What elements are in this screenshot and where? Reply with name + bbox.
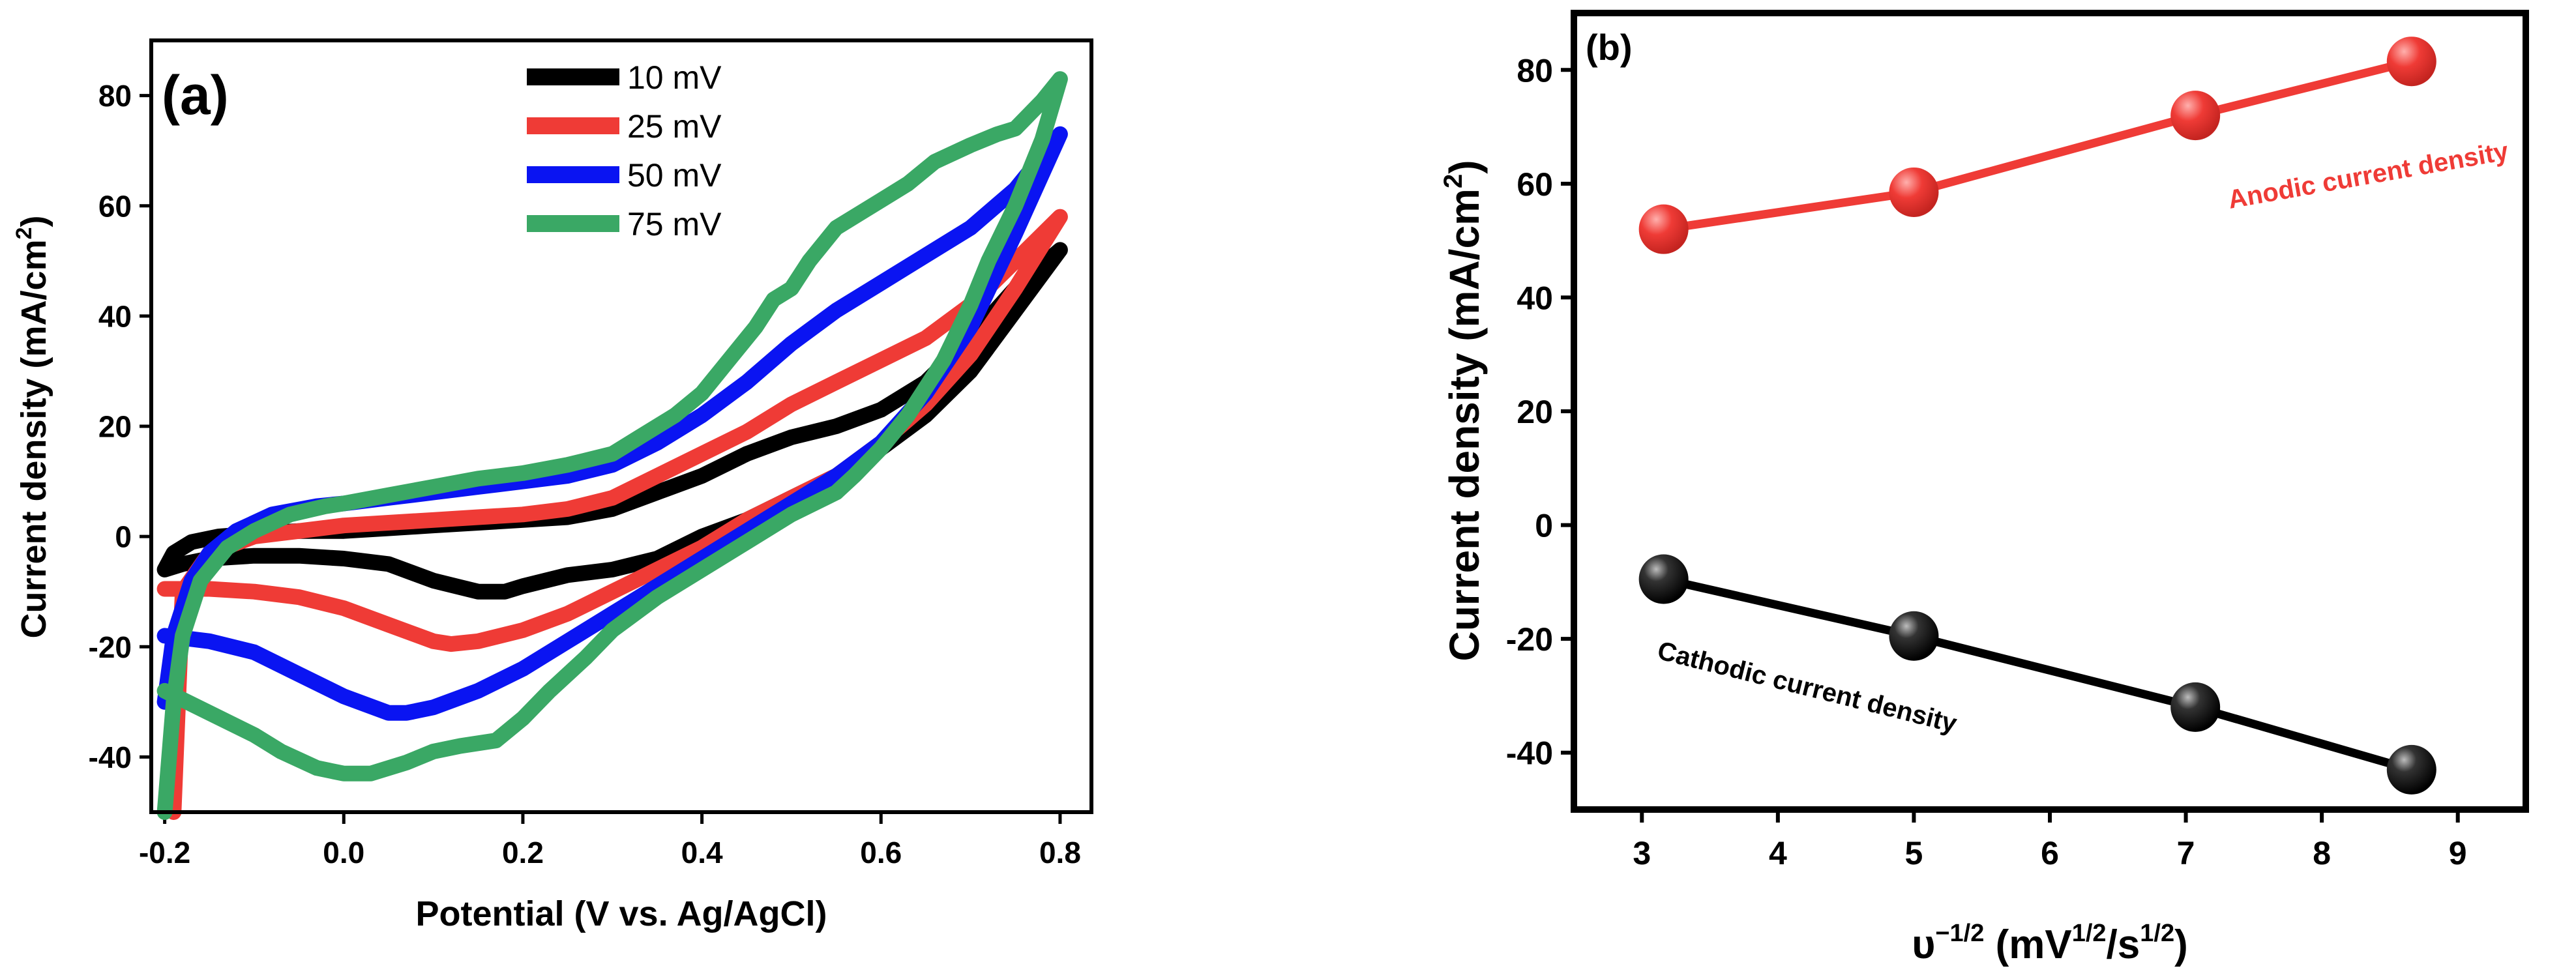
- panel-a-y-axis-title-main: Current density (mA/cm: [14, 239, 53, 638]
- panel-a-series: [156, 71, 1068, 820]
- cv-curve-25-mv: [156, 209, 1068, 820]
- panel-b-y-axis-title-main: Current density (mA/cm: [1441, 188, 1488, 661]
- fit-line-anodic: [1663, 57, 2413, 234]
- panel-b-x-tick-label: 4: [1769, 835, 1787, 871]
- cathodic-point: [1638, 554, 1689, 604]
- panel-b-y-tick-label: 40: [1517, 280, 1553, 316]
- panel-a-y-tick-label: -40: [89, 740, 132, 774]
- panel-b-series: [1638, 37, 2436, 795]
- panel-a-ticks: -0.2 0.0 0.2 0.4 0.6 0.8 -40 -20 0 20 40 60 80: [89, 79, 1081, 869]
- panel-b-y-axis-title-sup: 2: [1439, 174, 1468, 188]
- anodic-point: [2170, 91, 2221, 141]
- cv-curve-10-mv: [156, 242, 1068, 600]
- panel-a-y-tick-label: 20: [98, 410, 132, 444]
- cathodic-point: [2386, 744, 2436, 795]
- panel-b-label: (b): [1586, 27, 1633, 68]
- panel-a-x-tick-label: 0.0: [323, 836, 364, 869]
- panel-b-y-tick-label: 80: [1517, 52, 1553, 89]
- cathodic-point: [1889, 611, 1939, 661]
- panel-b-x-axis-title-sup: −1/2: [1935, 920, 1984, 947]
- panel-a-x-tick-label: 0.8: [1039, 836, 1081, 869]
- panel-b-x-tick-label: 8: [2313, 835, 2331, 871]
- panel-b-y-tick-label: -40: [1506, 735, 1553, 772]
- anodic-annotation: Anodic current density: [2226, 137, 2511, 214]
- panel-b-x-axis-title-base: υ: [1912, 922, 1935, 967]
- panel-a-x-tick-label: 0.4: [681, 836, 723, 869]
- panel-b-x-tick-label: 5: [1905, 835, 1923, 871]
- panel-a-x-axis-title: Potential (V vs. Ag/AgCl): [415, 894, 827, 933]
- fit-line-cathodic: [1663, 575, 2413, 774]
- panel-a-y-axis-title-end: ): [14, 215, 53, 227]
- panel-a-y-axis-title: Current density (mA/cm2): [12, 215, 53, 638]
- panel-a-y-tick-label: 80: [98, 79, 132, 113]
- panel-a: -0.2 0.0 0.2 0.4 0.6 0.8 -40 -20 0 20 40 60 80 (a) 1…: [12, 38, 1093, 933]
- legend-label: 25 mV: [627, 108, 722, 145]
- panel-b-frame: [1571, 10, 2529, 813]
- panel-b-x-tick-label: 6: [2041, 835, 2059, 871]
- panel-b-y-tick-label: 20: [1517, 394, 1553, 430]
- panel-b-x-axis-title-mid: (mV: [1984, 922, 2071, 967]
- panel-a-y-tick-label: -20: [89, 630, 132, 664]
- panel-b-x-axis-title-mid2: /s: [2107, 922, 2140, 967]
- legend-label: 10 mV: [627, 59, 722, 96]
- panel-b-x-axis-title-sup3: 1/2: [2140, 920, 2174, 947]
- panel-b-x-axis-title-sup2: 1/2: [2072, 920, 2107, 947]
- panel-a-y-tick-label: 0: [115, 520, 132, 554]
- panel-a-x-tick-label: -0.2: [139, 836, 190, 869]
- panel-b-x-tick-label: 7: [2177, 835, 2195, 871]
- panel-a-legend: 10 mV 25 mV 50 mV 75 mV: [527, 59, 722, 242]
- panel-a-x-tick-label: 0.6: [860, 836, 902, 869]
- cathodic-point: [2170, 682, 2221, 732]
- panel-b: 3 4 5 6 7 8 9 -40 -20 0 20 40 60 80 (b) Anodic curren…: [1439, 10, 2529, 967]
- panel-a-label: (a): [162, 65, 229, 126]
- panel-a-y-tick-label: 60: [98, 189, 132, 223]
- panel-a-frame: [149, 38, 1093, 814]
- panel-a-y-axis-title-sup: 2: [12, 227, 37, 239]
- anodic-point: [2386, 37, 2436, 87]
- panel-a-x-tick-label: 0.2: [502, 836, 544, 869]
- anodic-point: [1889, 167, 1939, 217]
- panel-b-x-tick-label: 9: [2449, 835, 2467, 871]
- panel-a-y-tick-label: 40: [98, 299, 132, 333]
- panel-b-y-tick-label: -20: [1506, 621, 1553, 658]
- panel-b-y-axis-title-end: ): [1441, 160, 1488, 173]
- legend-label: 75 mV: [627, 206, 722, 242]
- panel-b-x-axis-title-end: ): [2174, 922, 2188, 967]
- legend-label: 50 mV: [627, 157, 722, 194]
- cv-curve-75-mv: [156, 71, 1068, 820]
- panel-b-y-tick-label: 0: [1535, 508, 1553, 544]
- panel-b-y-axis-title: Current density (mA/cm2): [1439, 160, 1488, 661]
- anodic-point: [1638, 204, 1689, 254]
- panel-b-y-tick-label: 60: [1517, 166, 1553, 203]
- panel-b-x-tick-label: 3: [1633, 835, 1651, 871]
- panel-b-x-axis-title: υ−1/2 (mV1/2/s1/2): [1912, 920, 2188, 967]
